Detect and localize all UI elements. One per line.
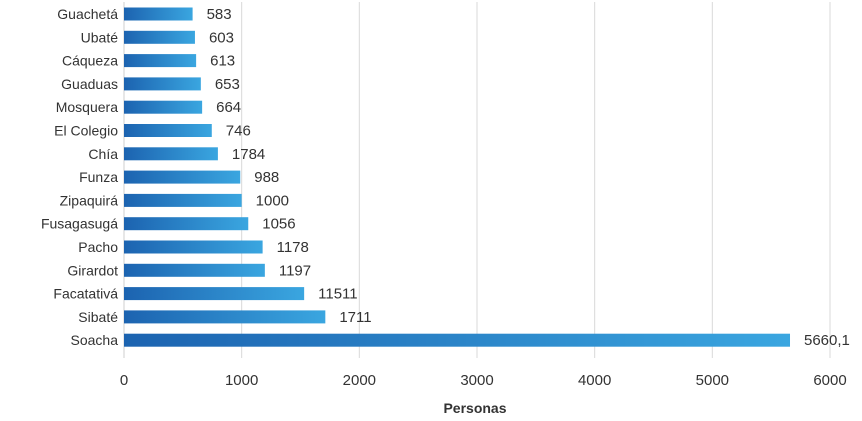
category-label: Pacho xyxy=(78,239,118,255)
category-label: Funza xyxy=(79,169,118,185)
x-tick-label: 0 xyxy=(120,372,128,389)
x-tick-label: 5000 xyxy=(696,372,729,389)
bar-11 xyxy=(124,263,265,277)
bar-9 xyxy=(124,217,249,231)
bar-5 xyxy=(124,124,212,137)
bar-10 xyxy=(124,240,263,254)
bar-6 xyxy=(124,147,218,161)
bar-7 xyxy=(124,170,241,184)
value-label: 5660,1 xyxy=(804,332,850,349)
category-label: Cáqueza xyxy=(62,53,118,69)
bar-8 xyxy=(124,193,242,207)
bar-4 xyxy=(124,100,203,114)
category-label: Fusagasugá xyxy=(41,216,118,232)
x-axis-ticks: 0 1000 2000 3000 4000 5000 6000 xyxy=(120,372,847,389)
value-label: 613 xyxy=(210,53,235,70)
bar-14 xyxy=(124,333,791,347)
value-label: 583 xyxy=(207,6,232,23)
value-label: 1178 xyxy=(277,239,309,256)
category-label: Mosquera xyxy=(56,99,118,115)
x-tick-label: 3000 xyxy=(460,372,493,389)
value-label: 1197 xyxy=(279,262,311,279)
category-label: Sibaté xyxy=(78,309,118,325)
x-axis-title: Personas xyxy=(443,400,506,416)
category-label: Guachetá xyxy=(57,6,118,22)
bar-1 xyxy=(124,30,195,44)
x-tick-label: 6000 xyxy=(813,372,846,389)
value-label: 988 xyxy=(254,169,279,186)
bar-0 xyxy=(124,7,193,21)
category-label: El Colegio xyxy=(54,123,118,139)
category-label: Guaduas xyxy=(61,76,118,92)
category-label: Ubaté xyxy=(81,29,119,45)
value-label: 664 xyxy=(216,99,241,116)
bar-3 xyxy=(124,77,201,91)
value-label: 603 xyxy=(209,29,234,46)
bar-13 xyxy=(124,310,326,324)
label-layer: Guachetá 583 Ubaté 603 Cáqueza 613 Guaduas 653 M… xyxy=(41,6,850,349)
bar-12 xyxy=(124,287,305,301)
value-label: 1784 xyxy=(232,146,265,163)
value-label: 1000 xyxy=(256,192,289,209)
bar-2 xyxy=(124,54,197,68)
bar-layer xyxy=(124,7,791,347)
grid-layer xyxy=(123,2,831,358)
value-label: 1056 xyxy=(262,216,295,233)
x-tick-label: 4000 xyxy=(578,372,611,389)
category-label: Chía xyxy=(88,146,118,162)
category-label: Girardot xyxy=(67,262,118,278)
category-label: Soacha xyxy=(71,332,119,348)
value-label: 746 xyxy=(226,123,251,140)
x-tick-label: 2000 xyxy=(343,372,376,389)
x-tick-label: 1000 xyxy=(225,372,258,389)
value-label: 1711 xyxy=(339,309,371,326)
category-label: Facatativá xyxy=(53,286,118,302)
value-label: 11511 xyxy=(318,286,358,303)
value-label: 653 xyxy=(215,76,240,93)
category-label: Zipaquirá xyxy=(60,192,119,208)
